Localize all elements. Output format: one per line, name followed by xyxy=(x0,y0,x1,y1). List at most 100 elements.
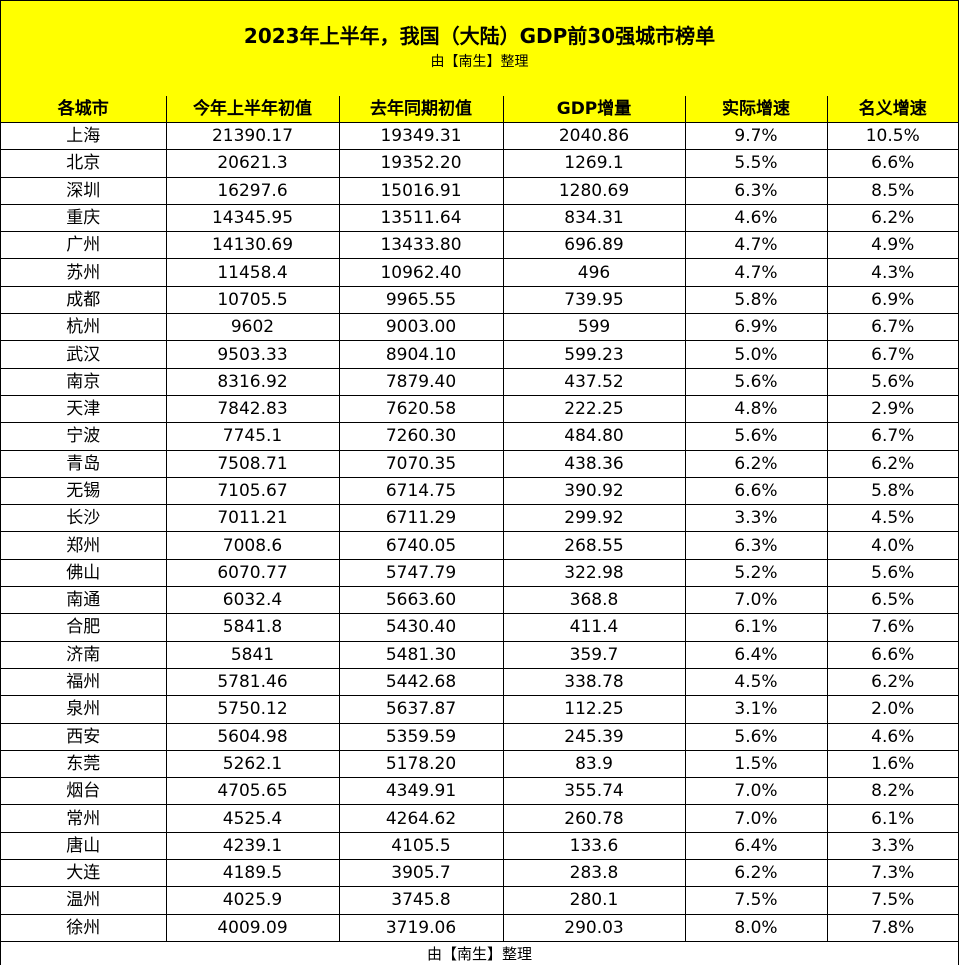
cell-h1-2023: 11458.4 xyxy=(165,258,340,287)
cell-h1-2022: 4264.62 xyxy=(338,804,504,833)
cell-h1-2022: 5637.87 xyxy=(338,695,504,724)
table-row: 武汉 9503.33 8904.10 599.23 5.0% 6.7% xyxy=(1,340,958,369)
page-title: 2023年上半年，我国（大陆）GDP前30强城市榜单 xyxy=(243,24,716,48)
cell-city: 南京 xyxy=(1,367,167,396)
cell-h1-2023: 5781.46 xyxy=(165,667,340,697)
cell-city: 无锡 xyxy=(1,476,167,506)
cell-nominal-growth: 6.1% xyxy=(826,804,958,833)
cell-h1-2022: 9003.00 xyxy=(338,313,504,342)
cell-h1-2023: 9503.33 xyxy=(165,340,340,369)
cell-h1-2023: 7508.71 xyxy=(165,449,340,478)
cell-nominal-growth: 2.0% xyxy=(826,695,958,724)
cell-h1-2022: 7879.40 xyxy=(338,367,504,396)
table-row: 苏州 11458.4 10962.40 496 4.7% 4.3% xyxy=(1,258,958,287)
cell-nominal-growth: 2.9% xyxy=(826,394,958,424)
cell-real-growth: 4.8% xyxy=(684,394,828,424)
cell-gdp-increase: 437.52 xyxy=(502,367,686,396)
cell-gdp-increase: 322.98 xyxy=(502,558,686,588)
cell-h1-2022: 6740.05 xyxy=(338,531,504,560)
table-row: 长沙 7011.21 6711.29 299.92 3.3% 4.5% xyxy=(1,504,958,533)
cell-real-growth: 5.6% xyxy=(684,422,828,451)
cell-gdp-increase: 599 xyxy=(502,313,686,342)
cell-city: 常州 xyxy=(1,804,167,833)
cell-nominal-growth: 6.6% xyxy=(826,640,958,669)
cell-city: 烟台 xyxy=(1,777,167,806)
table-row: 郑州 7008.6 6740.05 268.55 6.3% 4.0% xyxy=(1,531,958,560)
cell-gdp-increase: 496 xyxy=(502,258,686,287)
cell-nominal-growth: 4.0% xyxy=(826,531,958,560)
cell-city: 福州 xyxy=(1,667,167,697)
cell-city: 深圳 xyxy=(1,176,167,205)
cell-h1-2023: 4705.65 xyxy=(165,777,340,806)
cell-city: 苏州 xyxy=(1,258,167,287)
table-row: 泉州 5750.12 5637.87 112.25 3.1% 2.0% xyxy=(1,695,958,724)
table-header-row: 各城市 今年上半年初值 去年同期初值 GDP增量 实际增速 名义增速 xyxy=(1,96,958,123)
cell-h1-2023: 21390.17 xyxy=(165,121,340,151)
cell-real-growth: 6.3% xyxy=(684,176,828,205)
cell-real-growth: 4.5% xyxy=(684,667,828,697)
cell-nominal-growth: 6.9% xyxy=(826,285,958,315)
cell-city: 杭州 xyxy=(1,313,167,342)
cell-h1-2022: 6714.75 xyxy=(338,476,504,506)
cell-h1-2022: 5359.59 xyxy=(338,722,504,751)
cell-gdp-increase: 268.55 xyxy=(502,531,686,560)
cell-city: 南通 xyxy=(1,586,167,615)
cell-h1-2023: 6070.77 xyxy=(165,558,340,588)
cell-city: 大连 xyxy=(1,859,167,888)
table-row: 温州 4025.9 3745.8 280.1 7.5% 7.5% xyxy=(1,886,958,915)
cell-h1-2022: 5747.79 xyxy=(338,558,504,588)
cell-h1-2023: 7008.6 xyxy=(165,531,340,560)
cell-h1-2023: 14345.95 xyxy=(165,203,340,233)
cell-gdp-increase: 599.23 xyxy=(502,340,686,369)
table-body: 上海 21390.17 19349.31 2040.86 9.7% 10.5% 北京 2062… xyxy=(1,121,958,942)
table-row: 合肥 5841.8 5430.40 411.4 6.1% 7.6% xyxy=(1,613,958,642)
cell-gdp-increase: 390.92 xyxy=(502,476,686,506)
cell-h1-2023: 16297.6 xyxy=(165,176,340,205)
cell-h1-2022: 13433.80 xyxy=(338,231,504,260)
cell-gdp-increase: 133.6 xyxy=(502,831,686,861)
cell-gdp-increase: 368.8 xyxy=(502,586,686,615)
cell-city: 青岛 xyxy=(1,449,167,478)
cell-real-growth: 5.6% xyxy=(684,722,828,751)
table-row: 徐州 4009.09 3719.06 290.03 8.0% 7.8% xyxy=(1,913,958,942)
cell-city: 宁波 xyxy=(1,422,167,451)
table-row: 杭州 9602 9003.00 599 6.9% 6.7% xyxy=(1,313,958,342)
cell-nominal-growth: 7.5% xyxy=(826,886,958,915)
cell-nominal-growth: 3.3% xyxy=(826,831,958,861)
table-row: 广州 14130.69 13433.80 696.89 4.7% 4.9% xyxy=(1,231,958,260)
cell-h1-2023: 10705.5 xyxy=(165,285,340,315)
cell-city: 武汉 xyxy=(1,340,167,369)
cell-city: 天津 xyxy=(1,394,167,424)
cell-real-growth: 9.7% xyxy=(684,121,828,151)
cell-gdp-increase: 83.9 xyxy=(502,749,686,779)
cell-h1-2022: 4349.91 xyxy=(338,777,504,806)
cell-h1-2023: 4239.1 xyxy=(165,831,340,861)
cell-real-growth: 1.5% xyxy=(684,749,828,779)
cell-nominal-growth: 8.5% xyxy=(826,176,958,205)
cell-city: 合肥 xyxy=(1,613,167,642)
table-row: 无锡 7105.67 6714.75 390.92 6.6% 5.8% xyxy=(1,476,958,506)
cell-gdp-increase: 338.78 xyxy=(502,667,686,697)
cell-h1-2023: 5841 xyxy=(165,640,340,669)
cell-gdp-increase: 355.74 xyxy=(502,777,686,806)
table-row: 上海 21390.17 19349.31 2040.86 9.7% 10.5% xyxy=(1,121,958,151)
cell-city: 西安 xyxy=(1,722,167,751)
cell-gdp-increase: 739.95 xyxy=(502,285,686,315)
cell-h1-2022: 10962.40 xyxy=(338,258,504,287)
cell-real-growth: 3.1% xyxy=(684,695,828,724)
cell-h1-2022: 4105.5 xyxy=(338,831,504,861)
table-row: 成都 10705.5 9965.55 739.95 5.8% 6.9% xyxy=(1,285,958,315)
cell-real-growth: 7.5% xyxy=(684,886,828,915)
cell-h1-2022: 5663.60 xyxy=(338,586,504,615)
cell-gdp-increase: 411.4 xyxy=(502,613,686,642)
cell-h1-2022: 6711.29 xyxy=(338,504,504,533)
table-row: 大连 4189.5 3905.7 283.8 6.2% 7.3% xyxy=(1,859,958,888)
cell-h1-2022: 7070.35 xyxy=(338,449,504,478)
cell-city: 长沙 xyxy=(1,504,167,533)
cell-h1-2023: 20621.3 xyxy=(165,149,340,178)
table-row: 常州 4525.4 4264.62 260.78 7.0% 6.1% xyxy=(1,804,958,833)
cell-real-growth: 6.3% xyxy=(684,531,828,560)
cell-gdp-increase: 696.89 xyxy=(502,231,686,260)
cell-city: 泉州 xyxy=(1,695,167,724)
cell-nominal-growth: 5.8% xyxy=(826,476,958,506)
